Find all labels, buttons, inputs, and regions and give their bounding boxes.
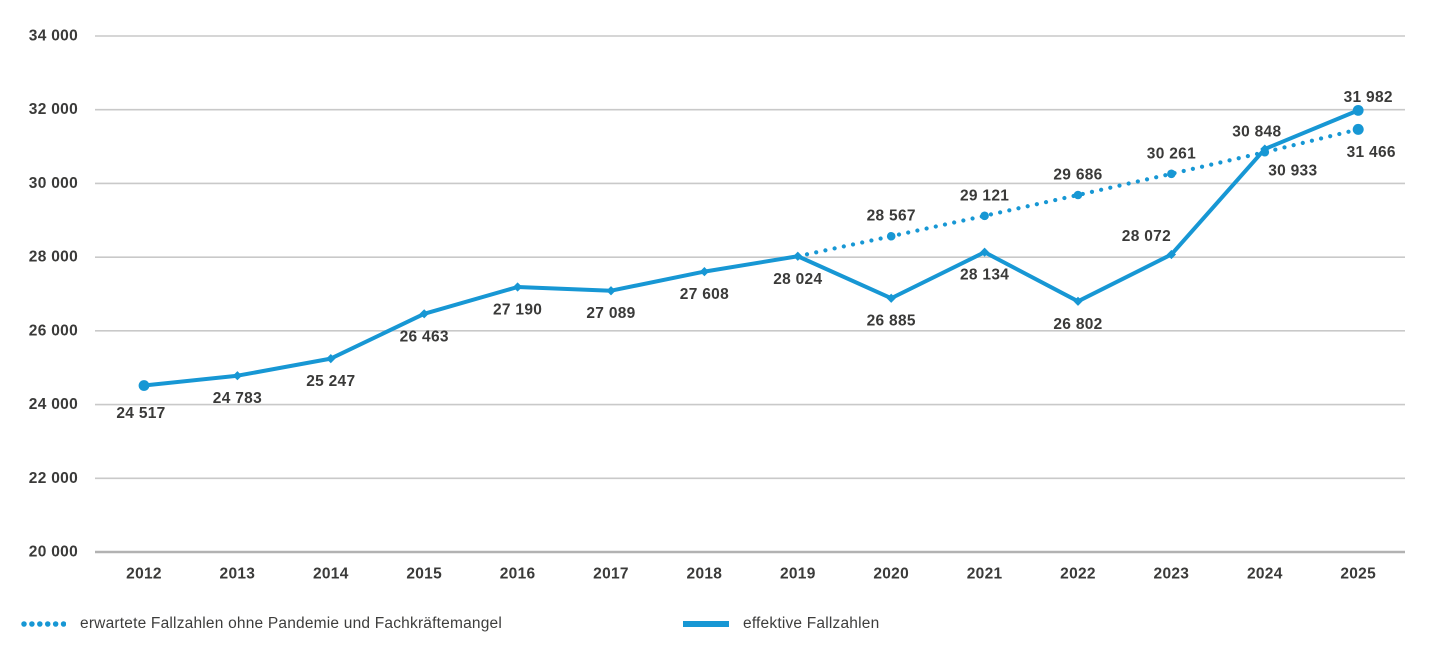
- y-axis-tick-label: 32 000: [29, 101, 78, 118]
- effective-data-point-marker: [1166, 249, 1176, 260]
- expected-data-point-marker: [980, 211, 989, 221]
- x-axis-tick-label: 2015: [406, 566, 442, 583]
- effective-data-point-marker: [886, 293, 896, 303]
- effective-data-point-marker: [1073, 296, 1083, 306]
- x-axis-tick-label: 2016: [500, 566, 536, 583]
- solid-line-icon: [683, 615, 729, 633]
- effective-data-point-label: 30 933: [1268, 163, 1317, 180]
- effective-data-point-marker: [606, 286, 616, 296]
- effective-data-point-label: 27 608: [680, 286, 729, 303]
- effective-data-point-label: 26 802: [1053, 316, 1102, 333]
- x-axis-tick-label: 2025: [1340, 566, 1376, 583]
- dotted-line-icon: [20, 615, 69, 633]
- effective-data-point-marker: [793, 251, 803, 261]
- y-axis-tick-label: 30 000: [29, 175, 78, 192]
- effective-data-point-label: 31 982: [1344, 89, 1393, 106]
- expected-data-point-label: 30 848: [1232, 124, 1281, 141]
- expected-data-point-marker: [1352, 123, 1364, 135]
- y-axis-tick-label: 28 000: [29, 249, 78, 266]
- y-axis-tick-label: 34 000: [29, 28, 78, 45]
- effective-data-point-label: 28 024: [773, 271, 822, 288]
- effective-data-point-marker: [513, 282, 523, 292]
- x-axis-tick-label: 2021: [967, 566, 1003, 583]
- x-axis-tick-label: 2012: [126, 566, 162, 583]
- effective-data-point-marker: [326, 354, 336, 364]
- effective-data-point-label: 27 089: [586, 305, 635, 322]
- effective-data-point-marker: [699, 266, 709, 277]
- effective-data-point-marker: [419, 309, 429, 319]
- effective-data-point-label: 28 072: [1122, 228, 1171, 245]
- effective-data-point-label: 24 783: [213, 390, 262, 407]
- x-axis-tick-label: 2013: [220, 566, 256, 583]
- expected-data-point-label: 31 466: [1347, 144, 1396, 161]
- legend: erwartete Fallzahlen ohne Pandemie und F…: [0, 608, 1440, 648]
- legend-item-effective: effektive Fallzahlen: [683, 608, 879, 640]
- x-axis-tick-label: 2018: [687, 566, 723, 583]
- effective-data-point-marker: [1260, 144, 1270, 154]
- effective-data-point-marker: [232, 371, 242, 381]
- expected-data-point-marker: [1167, 169, 1176, 179]
- y-axis-tick-label: 26 000: [29, 322, 78, 339]
- legend-label-expected: erwartete Fallzahlen ohne Pandemie und F…: [80, 615, 502, 632]
- effective-data-point-label: 26 885: [867, 313, 916, 330]
- x-axis-tick-label: 2019: [780, 566, 816, 583]
- y-axis-tick-label: 20 000: [29, 544, 78, 561]
- legend-label-effective: effektive Fallzahlen: [743, 615, 880, 632]
- expected-data-point-label: 29 121: [960, 187, 1009, 204]
- y-axis-tick-label: 24 000: [29, 396, 78, 413]
- effective-data-point-label: 26 463: [400, 328, 449, 345]
- effective-data-point-label: 27 190: [493, 301, 542, 318]
- y-axis-tick-label: 22 000: [29, 470, 78, 487]
- x-axis-tick-label: 2022: [1060, 566, 1096, 583]
- x-axis-tick-label: 2020: [873, 566, 909, 583]
- effective-data-point-marker: [1352, 104, 1364, 116]
- effective-data-point-label: 24 517: [116, 405, 165, 422]
- effective-data-point-label: 25 247: [306, 373, 355, 390]
- effective-line: [143, 108, 1359, 388]
- expected-data-point-label: 28 567: [867, 208, 916, 225]
- effective-data-point-label: 28 134: [960, 267, 1009, 284]
- effective-data-point-marker: [138, 380, 150, 391]
- expected-data-point-marker: [1073, 190, 1083, 200]
- expected-data-point-marker: [886, 231, 896, 241]
- expected-data-point-label: 29 686: [1053, 167, 1102, 184]
- x-axis-tick-label: 2024: [1247, 566, 1283, 583]
- effective-data-point-marker: [980, 247, 990, 257]
- x-axis-tick-label: 2023: [1154, 566, 1190, 583]
- expected-data-point-label: 30 261: [1147, 145, 1196, 162]
- legend-item-expected: erwartete Fallzahlen ohne Pandemie und F…: [20, 608, 502, 640]
- x-axis-tick-label: 2014: [313, 566, 349, 583]
- x-axis-tick-label: 2017: [593, 566, 629, 583]
